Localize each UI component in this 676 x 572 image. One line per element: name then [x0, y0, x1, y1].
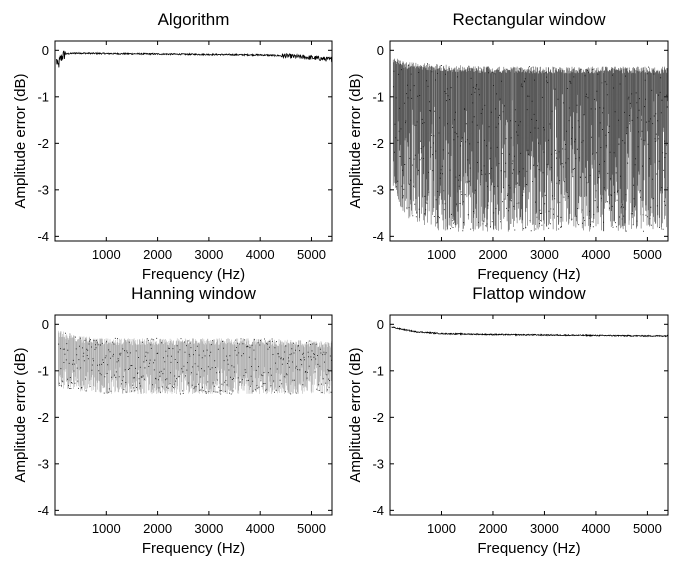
- axes-frame: [54, 40, 333, 242]
- subplot-title: Flattop window: [472, 284, 586, 303]
- series-line: [56, 50, 332, 68]
- subplot-1: Algorithm 0 -1 -2 -3 -4 1000 2000 3000 4000 5000 Fr…: [12, 10, 333, 283]
- x-tick-label: 2000: [479, 521, 508, 536]
- x-tick-label: 3000: [530, 247, 559, 262]
- y-tick-label: -2: [37, 136, 49, 151]
- subplot-title: Rectangular window: [452, 10, 606, 29]
- plot-area: [392, 58, 668, 232]
- plot-area: [58, 330, 332, 395]
- x-tick-label: 2000: [143, 521, 172, 536]
- series-dots: [58, 332, 332, 395]
- subplot-title: Algorithm: [158, 10, 230, 29]
- x-tick-label: 5000: [633, 521, 662, 536]
- y-tick-label: -1: [37, 89, 49, 104]
- x-axis-label: Frequency (Hz): [142, 266, 245, 283]
- x-tick-label: 4000: [581, 247, 610, 262]
- x-axis-label: Frequency (Hz): [477, 266, 580, 283]
- x-tick-label: 2000: [479, 247, 508, 262]
- y-tick-label: -4: [37, 229, 49, 244]
- x-tick-label: 1000: [427, 521, 456, 536]
- y-tick-label: -1: [372, 89, 384, 104]
- subplot-2: Rectangular window 0 -1 -2 -3 -4 1000 2000 3000 4…: [347, 10, 669, 283]
- y-tick-label: -3: [37, 182, 49, 197]
- x-tick-label: 1000: [427, 247, 456, 262]
- y-tick-label: 0: [377, 43, 384, 58]
- y-tick-label: -4: [372, 229, 384, 244]
- y-tick-label: -1: [37, 363, 49, 378]
- x-tick-label: 3000: [194, 521, 223, 536]
- x-tick-label: 2000: [143, 247, 172, 262]
- x-tick-label: 5000: [633, 247, 662, 262]
- subplot-3: Hanning window 0 -1 -2 -3 -4 1000 2000 3000 4000 5…: [12, 284, 333, 557]
- x-tick-label: 4000: [246, 247, 275, 262]
- y-tick-label: -3: [372, 182, 384, 197]
- y-axis-label: Amplitude error (dB): [12, 73, 29, 208]
- subplot-4: Flattop window 0 -1 -2 -3 -4 1000 2000 3000 4000 5…: [347, 284, 669, 557]
- y-tick-label: -2: [37, 410, 49, 425]
- subplot-title: Hanning window: [131, 284, 256, 303]
- series-band: [392, 58, 668, 232]
- y-tick-label: 0: [42, 43, 49, 58]
- x-tick-label: 3000: [194, 247, 223, 262]
- axes-frame: [54, 314, 333, 516]
- x-tick-label: 5000: [297, 521, 326, 536]
- series-line: [391, 326, 668, 338]
- plot-area: [56, 50, 332, 68]
- y-axis-label: Amplitude error (dB): [347, 73, 364, 208]
- axes-frame: [389, 314, 669, 516]
- y-tick-label: -1: [372, 363, 384, 378]
- axes-frame: [389, 40, 669, 242]
- y-tick-label: 0: [42, 317, 49, 332]
- x-tick-label: 4000: [581, 521, 610, 536]
- y-axis-label: Amplitude error (dB): [347, 347, 364, 482]
- x-tick-label: 1000: [92, 247, 121, 262]
- x-tick-label: 1000: [92, 521, 121, 536]
- x-tick-label: 3000: [530, 521, 559, 536]
- y-tick-label: -3: [372, 456, 384, 471]
- x-axis-label: Frequency (Hz): [142, 540, 245, 557]
- x-tick-label: 4000: [246, 521, 275, 536]
- x-axis-label: Frequency (Hz): [477, 540, 580, 557]
- series-dots: [393, 62, 668, 232]
- y-axis-label: Amplitude error (dB): [12, 347, 29, 482]
- x-tick-label: 5000: [297, 247, 326, 262]
- y-tick-label: -4: [37, 503, 49, 518]
- series-band: [58, 330, 332, 395]
- y-tick-label: 0: [377, 317, 384, 332]
- y-tick-label: -2: [372, 410, 384, 425]
- plot-area: [391, 326, 668, 338]
- y-tick-label: -3: [37, 456, 49, 471]
- y-tick-label: -2: [372, 136, 384, 151]
- y-tick-label: -4: [372, 503, 384, 518]
